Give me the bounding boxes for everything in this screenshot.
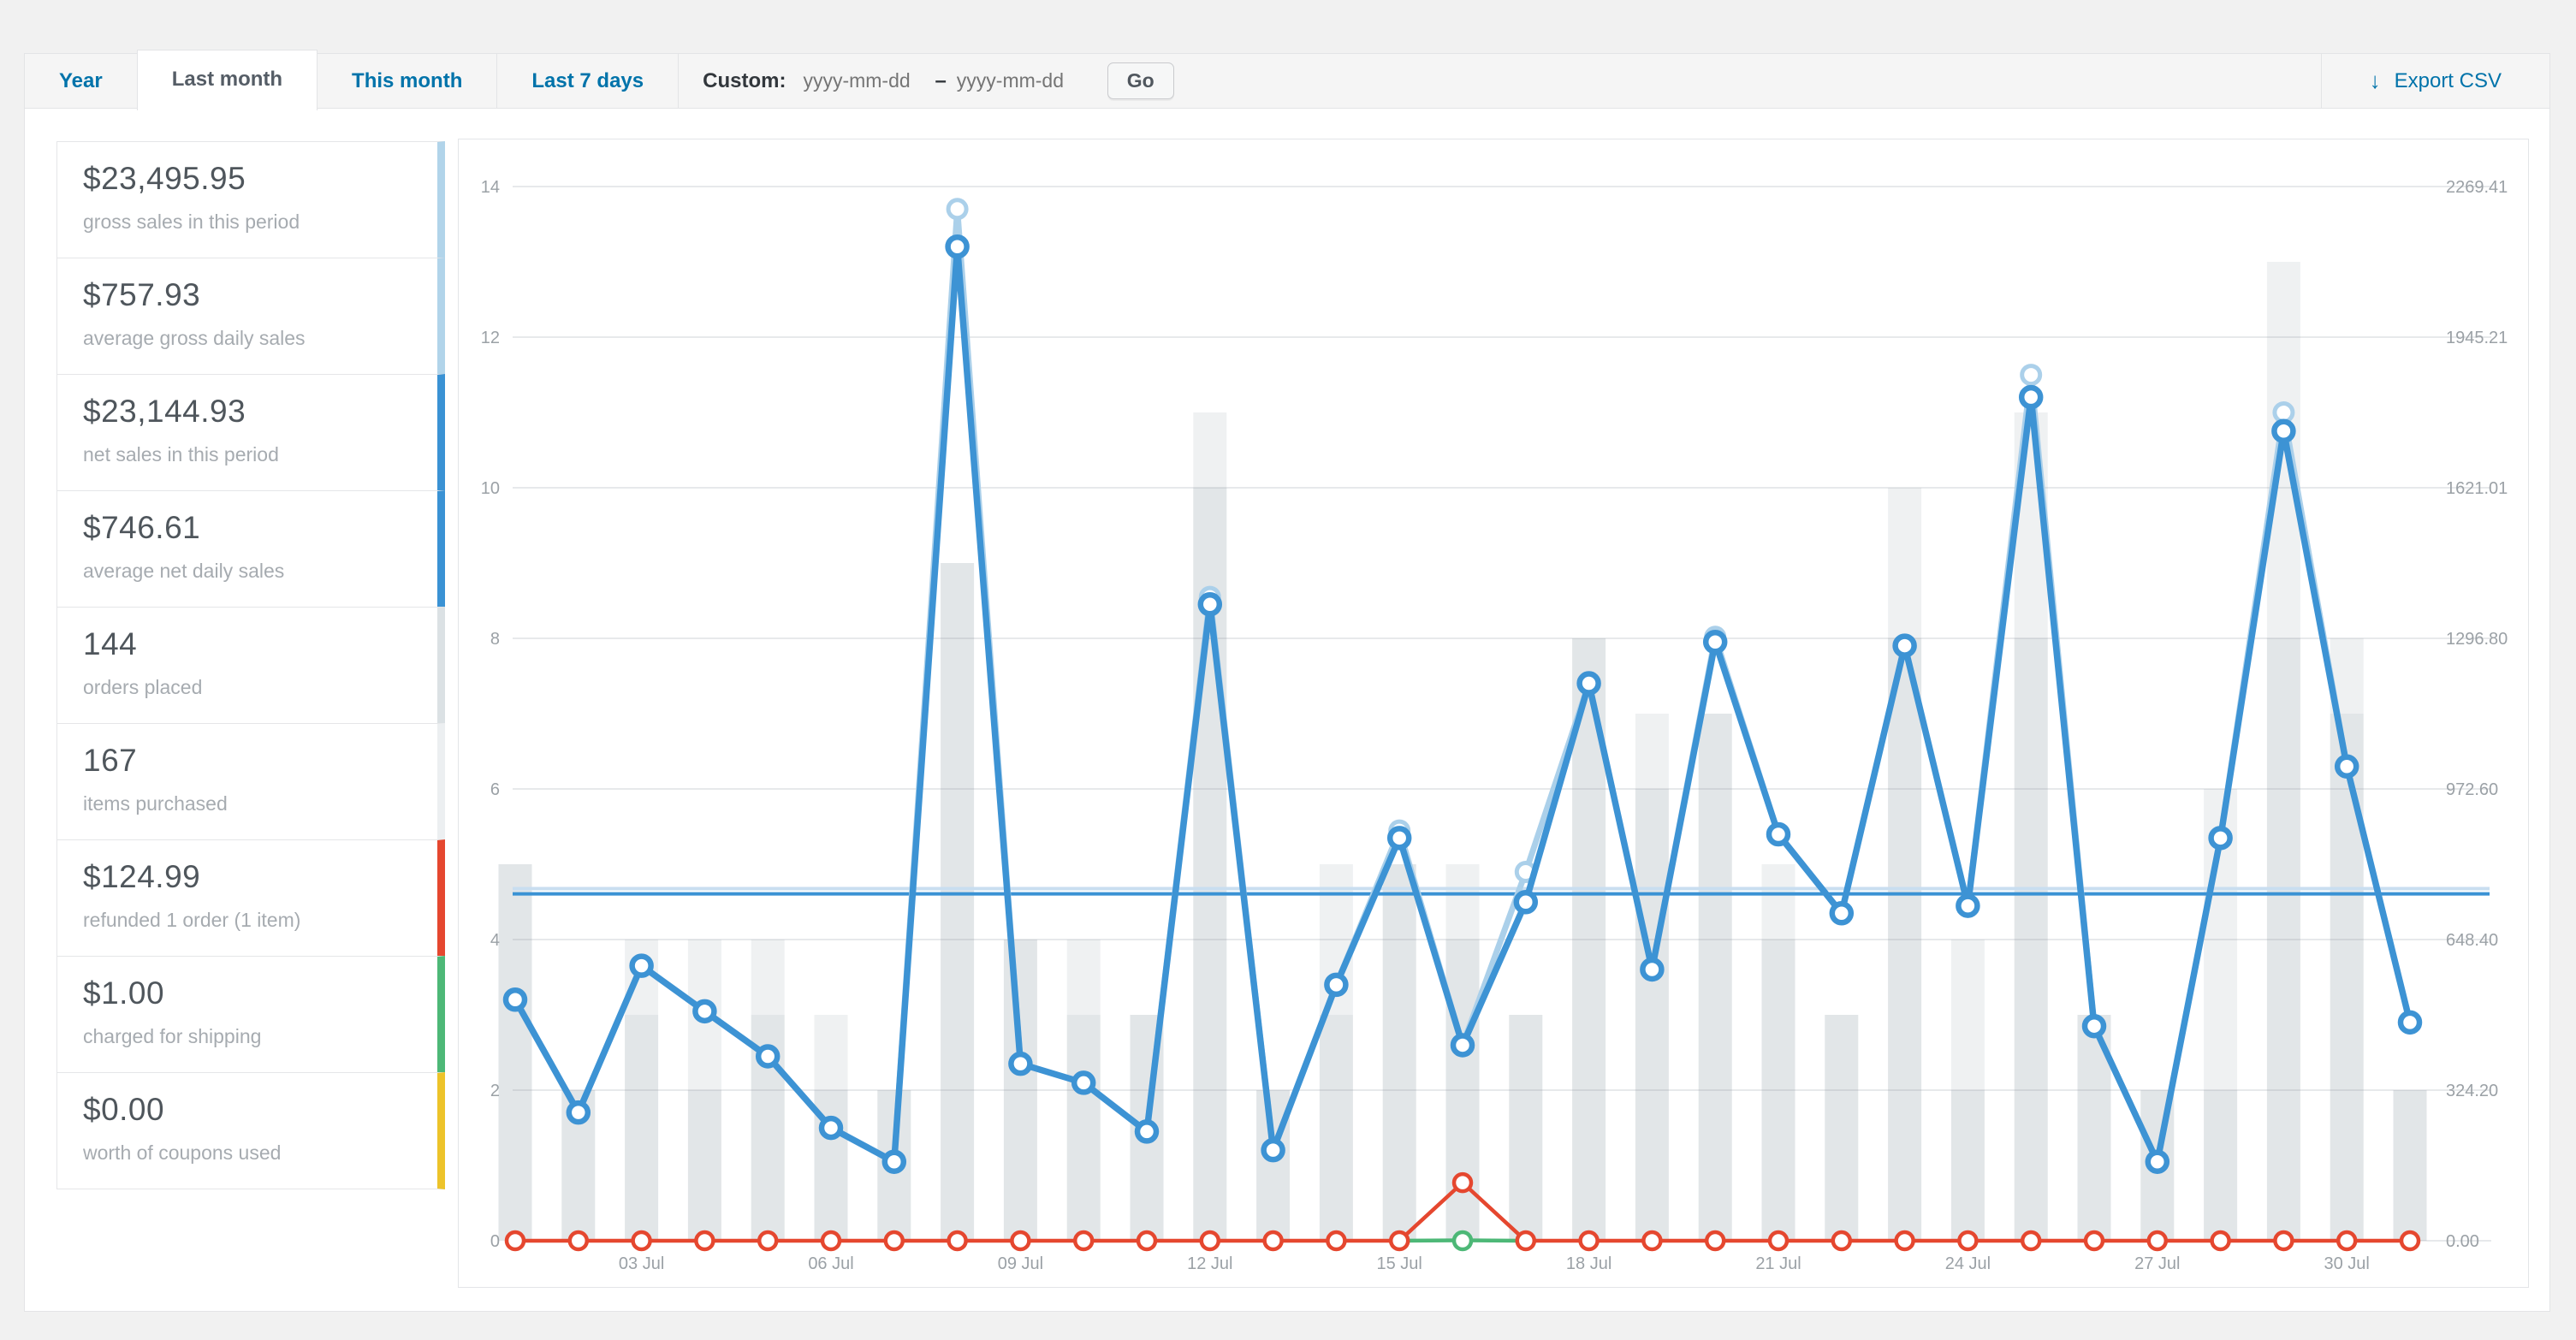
stat-label: orders placed: [83, 676, 203, 698]
tab-last-7-days[interactable]: Last 7 days: [497, 54, 680, 108]
svg-text:03 Jul: 03 Jul: [619, 1254, 664, 1273]
svg-text:15 Jul: 15 Jul: [1377, 1254, 1422, 1273]
date-range-dash: –: [935, 68, 947, 92]
tab-year[interactable]: Year: [25, 54, 138, 108]
stat-label: charged for shipping: [83, 1025, 262, 1047]
custom-start-date-input[interactable]: [801, 68, 934, 93]
stat-average-gross-daily-sales[interactable]: $757.93 average gross daily sales: [56, 258, 445, 375]
svg-text:21 Jul: 21 Jul: [1755, 1254, 1801, 1273]
stat-value: $746.61: [83, 510, 201, 545]
stat-value: $1.00: [83, 975, 165, 1011]
svg-text:1621.01: 1621.01: [2446, 479, 2508, 498]
custom-range-label: Custom:: [703, 68, 786, 92]
stat-value: $0.00: [83, 1092, 165, 1127]
svg-text:27 Jul: 27 Jul: [2134, 1254, 2180, 1273]
report-sidebar: $23,495.95 gross sales in this period $7…: [56, 141, 445, 1189]
date-range-tab-strip: Year Last month This month Last 7 days C…: [24, 50, 2550, 110]
stat-label: worth of coupons used: [83, 1141, 282, 1164]
sales-chart-card: 0 0.00 2 324.20 4 648.40 6 972.60 8 1296.80 10 1621…: [458, 139, 2529, 1288]
sales-chart: 0 0.00 2 324.20 4 648.40 6 972.60 8 1296.80 10 1621…: [481, 178, 2508, 1273]
tab-last-month[interactable]: Last month: [136, 50, 318, 110]
svg-text:648.40: 648.40: [2446, 931, 2498, 950]
svg-text:1945.21: 1945.21: [2446, 329, 2508, 347]
stat-coupons-used[interactable]: $0.00 worth of coupons used: [56, 1072, 445, 1189]
stat-items-purchased[interactable]: 167 items purchased: [56, 723, 445, 840]
stat-value: 144: [83, 626, 138, 661]
stat-value: 167: [83, 743, 138, 778]
svg-text:8: 8: [490, 630, 500, 649]
export-csv-button[interactable]: ↓ Export CSV: [2320, 54, 2549, 108]
stat-label: average gross daily sales: [83, 327, 306, 349]
svg-text:2269.41: 2269.41: [2446, 178, 2508, 197]
stat-value: $124.99: [83, 859, 201, 894]
stat-shipping-charged[interactable]: $1.00 charged for shipping: [56, 956, 445, 1073]
svg-text:30 Jul: 30 Jul: [2324, 1254, 2370, 1273]
custom-range-section: Custom: – Go: [679, 54, 2321, 108]
stat-label: average net daily sales: [83, 560, 285, 582]
svg-text:1296.80: 1296.80: [2446, 630, 2508, 649]
svg-text:14: 14: [481, 178, 500, 197]
svg-text:2: 2: [490, 1082, 500, 1100]
svg-text:324.20: 324.20: [2446, 1082, 2498, 1100]
stat-refunded[interactable]: $124.99 refunded 1 order (1 item): [56, 839, 445, 957]
stat-net-sales[interactable]: $23,144.93 net sales in this period: [56, 374, 445, 491]
stat-value: $23,144.93: [83, 394, 246, 429]
svg-text:12 Jul: 12 Jul: [1187, 1254, 1232, 1273]
stat-label: items purchased: [83, 792, 228, 815]
export-csv-label: Export CSV: [2394, 68, 2502, 92]
stat-gross-sales[interactable]: $23,495.95 gross sales in this period: [56, 141, 445, 258]
svg-text:0.00: 0.00: [2446, 1232, 2479, 1251]
stat-label: gross sales in this period: [83, 210, 300, 233]
svg-text:972.60: 972.60: [2446, 780, 2498, 799]
tab-this-month[interactable]: This month: [318, 54, 498, 108]
stat-value: $757.93: [83, 277, 201, 312]
custom-end-date-input[interactable]: [954, 68, 1087, 93]
stat-orders-placed[interactable]: 144 orders placed: [56, 607, 445, 724]
go-button[interactable]: Go: [1107, 62, 1174, 99]
stat-average-net-daily-sales[interactable]: $746.61 average net daily sales: [56, 490, 445, 608]
svg-text:06 Jul: 06 Jul: [808, 1254, 853, 1273]
download-arrow-icon: ↓: [2369, 68, 2381, 93]
svg-text:6: 6: [490, 780, 500, 799]
svg-text:0: 0: [490, 1232, 500, 1251]
svg-text:09 Jul: 09 Jul: [998, 1254, 1043, 1273]
svg-text:4: 4: [490, 931, 500, 950]
svg-text:18 Jul: 18 Jul: [1566, 1254, 1611, 1273]
svg-text:10: 10: [481, 479, 500, 498]
svg-text:12: 12: [481, 329, 500, 347]
stat-label: net sales in this period: [83, 443, 279, 465]
svg-text:24 Jul: 24 Jul: [1945, 1254, 1991, 1273]
stat-value: $23,495.95: [83, 161, 246, 196]
stat-label: refunded 1 order (1 item): [83, 909, 301, 931]
